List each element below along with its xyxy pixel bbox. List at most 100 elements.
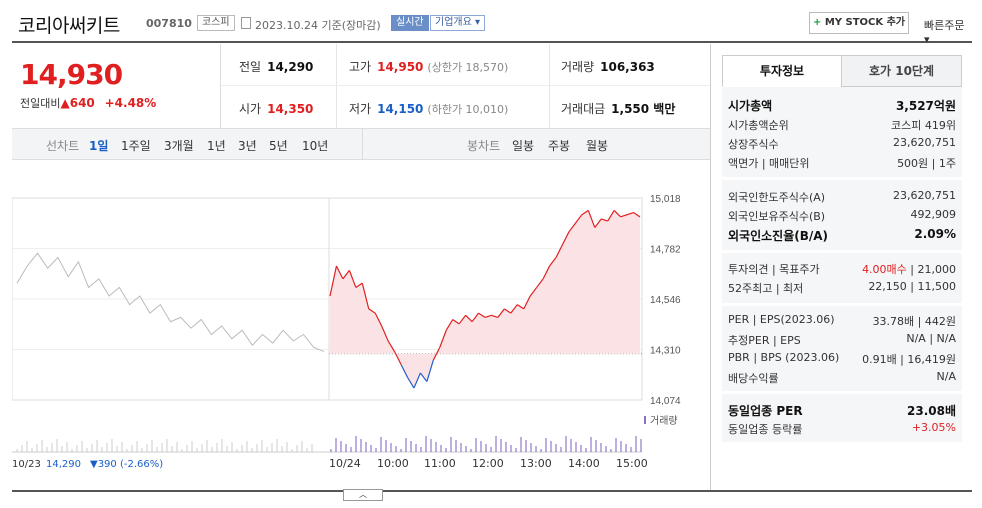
today-line-segment bbox=[491, 314, 499, 318]
today-line-segment bbox=[601, 218, 608, 222]
current-price: 14,930 bbox=[20, 58, 123, 91]
today-line-segment bbox=[465, 314, 473, 323]
today-line-segment bbox=[368, 308, 376, 314]
today-line-segment bbox=[374, 312, 383, 327]
low-price: 저가 14,150 (하한가 10,010) bbox=[349, 102, 509, 116]
today-line-segment bbox=[387, 340, 396, 352]
price-chart[interactable]: 15,018 14,782 14,546 14,310 14,074 거래량 10/24 10… bbox=[11, 190, 710, 490]
volume-label: 거래량 bbox=[650, 415, 678, 427]
today-line-segment bbox=[342, 269, 350, 280]
volume-legend-icon bbox=[644, 416, 646, 424]
industry-per-row[interactable]: 동일업종 PER 23.08배 bbox=[728, 404, 956, 418]
today-line-segment bbox=[406, 377, 415, 389]
my-stock-label: MY STOCK 추가 bbox=[824, 17, 906, 28]
prev-close: 전일 14,290 bbox=[239, 60, 314, 74]
x-tick-label: 12:00 bbox=[472, 457, 504, 470]
realtime-badge[interactable]: 실시간 bbox=[391, 15, 429, 31]
x-tick-label: 10:00 bbox=[377, 457, 409, 470]
today-line-segment bbox=[594, 218, 602, 228]
today-line-segment bbox=[536, 278, 544, 288]
stock-code: 007810 bbox=[146, 17, 192, 30]
today-line-segment bbox=[504, 308, 512, 314]
y-tick-label: 14,074 bbox=[650, 396, 681, 407]
line-chart-label: 선차트 bbox=[46, 139, 80, 153]
today-line-segment bbox=[620, 214, 628, 218]
candle-chart-label: 봉차트 bbox=[467, 139, 501, 153]
price-info-grid: 전일 14,290 고가 14,950 (상한가 18,570) 거래량 106,363… bbox=[220, 44, 711, 128]
today-line-segment bbox=[458, 314, 467, 325]
today-line-segment bbox=[445, 319, 454, 331]
today-line-segment bbox=[439, 330, 447, 348]
tab-order-book[interactable]: 호가 10단계 bbox=[841, 55, 962, 87]
period-1y[interactable]: 1년 bbox=[207, 139, 226, 153]
period-5y[interactable]: 5년 bbox=[269, 139, 288, 153]
side-section-valuation: PER | EPS(2023.06) 33.78배 | 442원 추정PER | … bbox=[722, 306, 962, 391]
tab-investment-info[interactable]: 투자정보 bbox=[722, 55, 842, 87]
diff-value: 640 bbox=[69, 96, 95, 110]
week52-row: 52주최고 | 최저 22,150 | 11,500 bbox=[728, 280, 956, 295]
today-line-segment bbox=[419, 372, 428, 382]
today-area bbox=[330, 210, 640, 388]
prev-day-caption: 10/23 bbox=[12, 459, 41, 470]
plus-icon: + bbox=[812, 17, 822, 28]
today-line-segment bbox=[381, 325, 389, 342]
stock-name: 코리아써키트 bbox=[18, 15, 120, 37]
today-line-segment bbox=[497, 308, 505, 318]
period-1w[interactable]: 1주일 bbox=[121, 139, 151, 153]
high-price: 고가 14,950 (상한가 18,570) bbox=[349, 60, 509, 74]
today-line-segment bbox=[361, 283, 370, 309]
today-line-segment bbox=[581, 209, 589, 216]
opinion-row: 투자의견 | 목표주가 4.00매수 | 21,000 bbox=[728, 263, 956, 276]
side-section-opinion: 투자의견 | 목표주가 4.00매수 | 21,000 52주최고 | 최저 22,… bbox=[722, 253, 962, 303]
today-line-segment bbox=[348, 270, 357, 288]
today-line-segment bbox=[510, 304, 518, 314]
prev-day-close: 14,290 bbox=[46, 459, 81, 470]
company-overview-button[interactable]: 기업개요 ▾ bbox=[430, 15, 485, 31]
today-line-segment bbox=[626, 211, 634, 216]
per-row: PER | EPS(2023.06) 33.78배 | 442원 bbox=[728, 313, 956, 328]
today-line-segment bbox=[523, 295, 531, 310]
side-section-industry: 동일업종 PER 23.08배 동일업종 등락률 +3.05% bbox=[722, 394, 962, 442]
y-tick-label: 15,018 bbox=[650, 194, 681, 205]
period-3m[interactable]: 3개월 bbox=[164, 139, 194, 153]
quick-order-button[interactable]: 빠른주문 ▾ bbox=[924, 19, 965, 46]
today-line-segment bbox=[452, 319, 460, 325]
today-line-segment bbox=[555, 244, 564, 258]
today-line-segment bbox=[394, 351, 402, 365]
foreign-hold-row: 외국인보유주식수(B) 492,909 bbox=[728, 208, 956, 223]
today-line-segment bbox=[400, 364, 409, 378]
candle-daily[interactable]: 일봉 bbox=[512, 139, 535, 153]
x-tick-label: 14:00 bbox=[568, 457, 600, 470]
side-section-cap: 시가총액 3,527억원 시가총액순위 코스피 419위 상장주식수 23,620,7… bbox=[722, 87, 962, 177]
candle-weekly[interactable]: 주봉 bbox=[548, 139, 571, 153]
stock-header: 코리아써키트 007810 코스피 2023.10.24 기준(장마감) 실시간… bbox=[12, 0, 972, 46]
x-tick-label: 10/24 bbox=[329, 457, 361, 470]
today-line-segment bbox=[633, 212, 641, 218]
open-price: 시가 14,350 bbox=[239, 102, 314, 116]
period-1d[interactable]: 1일 bbox=[89, 139, 109, 153]
trade-amount: 거래대금 1,550 백만 bbox=[561, 102, 676, 116]
prev-day-change: ▼390 (-2.66%) bbox=[90, 459, 163, 470]
period-3y[interactable]: 3년 bbox=[238, 139, 257, 153]
up-arrow-icon: ▲ bbox=[60, 96, 70, 110]
today-line-segment bbox=[484, 314, 492, 318]
today-line-segment bbox=[561, 231, 570, 245]
foreign-limit-row: 외국인한도주식수(A) 23,620,751 bbox=[728, 189, 956, 204]
candle-monthly[interactable]: 월봉 bbox=[586, 139, 609, 153]
today-line-segment bbox=[355, 282, 363, 288]
market-cap-rank-row[interactable]: 시가총액순위 코스피 419위 bbox=[728, 119, 956, 132]
my-stock-add-button[interactable]: + MY STOCK 추가 bbox=[809, 12, 909, 34]
chevron-up-icon[interactable]: ︿ bbox=[343, 489, 383, 501]
est-per-row: 추정PER | EPS N/A | N/A bbox=[728, 332, 956, 347]
period-selector: 선차트 1일 1주일 3개월 1년 3년 5년 10년 봉차트 일봉 주봉 월봉 bbox=[12, 128, 710, 160]
today-line-segment bbox=[549, 257, 557, 267]
side-section-foreign: 외국인한도주식수(A) 23,620,751 외국인보유주식수(B) 492,909… bbox=[722, 180, 962, 250]
price-change: 전일대비▲640 +4.48% bbox=[20, 95, 156, 111]
foreign-ratio-row: 외국인소진율(B/A) 2.09% bbox=[728, 227, 956, 243]
today-line-segment bbox=[574, 214, 583, 224]
today-line-segment bbox=[426, 360, 434, 382]
y-tick-label: 14,782 bbox=[650, 245, 681, 256]
period-10y[interactable]: 10년 bbox=[302, 139, 329, 153]
industry-rate-row[interactable]: 동일업종 등락률 +3.05% bbox=[728, 421, 956, 436]
today-line-segment bbox=[529, 287, 538, 297]
